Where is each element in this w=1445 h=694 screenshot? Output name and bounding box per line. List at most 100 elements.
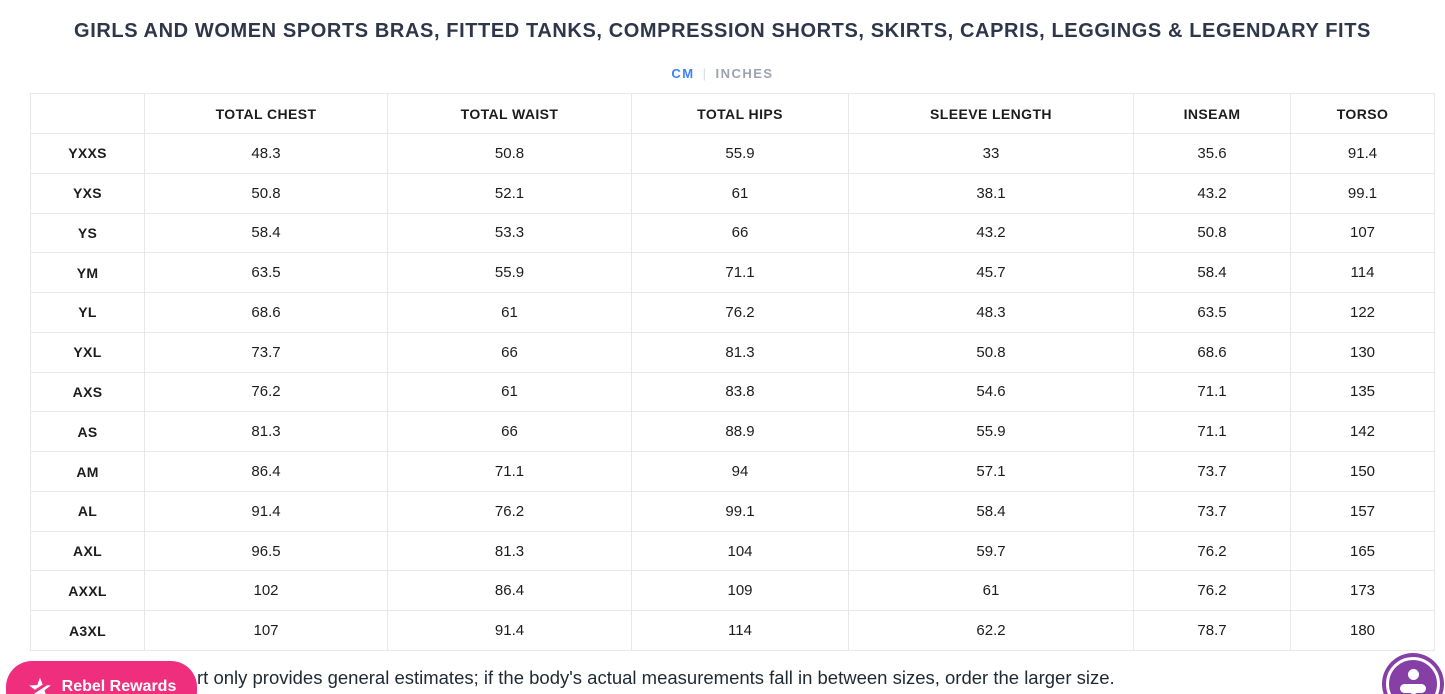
- table-row: AXL 96.5 81.3 104 59.7 76.2 165: [30, 530, 1435, 572]
- measurement-cell: 107: [144, 610, 388, 651]
- accessibility-widget-button[interactable]: [1382, 653, 1444, 694]
- measurement-cell: 62.2: [848, 610, 1134, 651]
- size-label-cell: YXL: [30, 331, 145, 373]
- measurement-cell: 66: [631, 212, 849, 254]
- size-chart: TOTAL CHEST TOTAL WAIST TOTAL HIPS SLEEV…: [30, 93, 1435, 651]
- measurement-cell: 58.4: [848, 490, 1134, 532]
- table-row: YM 63.5 55.9 71.1 45.7 58.4 114: [30, 252, 1435, 294]
- rebel-rewards-button[interactable]: Rebel Rewards: [6, 661, 197, 694]
- rewards-badge-label: Rebel Rewards: [61, 678, 177, 694]
- measurement-cell: 54.6: [848, 371, 1134, 413]
- measurement-cell: 76.2: [387, 490, 632, 532]
- measurement-cell: 86.4: [144, 451, 388, 492]
- table-row: A3XL 107 91.4 114 62.2 78.7 180: [30, 610, 1435, 651]
- measurement-cell: 48.3: [848, 292, 1134, 333]
- measurement-cell: 122: [1290, 292, 1435, 333]
- measurement-cell: 52.1: [387, 172, 632, 214]
- accessibility-person-icon: [1386, 657, 1440, 694]
- measurement-cell: 66: [387, 411, 632, 453]
- measurement-cell: 58.4: [1133, 252, 1291, 294]
- measurement-cell: 68.6: [1133, 331, 1291, 373]
- measurement-cell: 63.5: [1133, 292, 1291, 333]
- size-label-cell: AXL: [30, 530, 145, 572]
- measurement-cell: 91.4: [144, 490, 388, 532]
- measurement-cell: 61: [387, 371, 632, 413]
- size-label-cell: YM: [30, 252, 145, 294]
- column-header-total-waist: TOTAL WAIST: [387, 93, 632, 134]
- measurement-cell: 59.7: [848, 530, 1134, 572]
- measurement-cell: 57.1: [848, 451, 1134, 492]
- size-label-cell: AS: [30, 411, 145, 453]
- measurement-cell: 91.4: [387, 610, 632, 651]
- table-row: YXL 73.7 66 81.3 50.8 68.6 130: [30, 331, 1435, 373]
- measurement-cell: 135: [1290, 371, 1435, 413]
- measurement-cell: 55.9: [387, 252, 632, 294]
- unit-toggle-divider: |: [702, 66, 708, 81]
- measurement-cell: 45.7: [848, 252, 1134, 294]
- size-label-cell: AXS: [30, 371, 145, 413]
- measurement-cell: 48.3: [144, 133, 388, 174]
- measurement-cell: 71.1: [1133, 411, 1291, 453]
- measurement-cell: 157: [1290, 490, 1435, 532]
- table-row: YXS 50.8 52.1 61 38.1 43.2 99.1: [30, 172, 1435, 214]
- measurement-cell: 109: [631, 570, 849, 612]
- measurement-cell: 165: [1290, 530, 1435, 572]
- measurement-cell: 81.3: [144, 411, 388, 453]
- measurement-cell: 66: [387, 331, 632, 373]
- unit-toggle: CM | INCHES: [0, 66, 1445, 81]
- measurement-cell: 50.8: [387, 133, 632, 174]
- measurement-cell: 50.8: [1133, 212, 1291, 254]
- table-row: YS 58.4 53.3 66 43.2 50.8 107: [30, 212, 1435, 254]
- measurement-cell: 61: [631, 172, 849, 214]
- column-header-torso: TORSO: [1290, 93, 1435, 134]
- column-header-total-chest: TOTAL CHEST: [144, 93, 388, 134]
- measurement-cell: 55.9: [848, 411, 1134, 453]
- measurement-cell: 50.8: [144, 172, 388, 214]
- measurement-cell: 61: [387, 292, 632, 333]
- size-chart-disclaimer: rt only provides general estimates; if t…: [197, 667, 1115, 688]
- measurement-cell: 63.5: [144, 252, 388, 294]
- measurement-cell: 96.5: [144, 530, 388, 572]
- table-row: YL 68.6 61 76.2 48.3 63.5 122: [30, 292, 1435, 333]
- measurement-cell: 71.1: [631, 252, 849, 294]
- measurement-cell: 53.3: [387, 212, 632, 254]
- star-icon: [28, 677, 51, 694]
- measurement-cell: 81.3: [631, 331, 849, 373]
- size-label-cell: YS: [30, 212, 145, 254]
- size-label-cell: A3XL: [30, 610, 145, 651]
- unit-inches-button[interactable]: INCHES: [715, 66, 774, 81]
- table-row: AM 86.4 71.1 94 57.1 73.7 150: [30, 451, 1435, 492]
- measurement-cell: 150: [1290, 451, 1435, 492]
- measurement-cell: 76.2: [1133, 570, 1291, 612]
- measurement-cell: 88.9: [631, 411, 849, 453]
- column-header-total-hips: TOTAL HIPS: [631, 93, 849, 134]
- table-row: YXXS 48.3 50.8 55.9 33 35.6 91.4: [30, 133, 1435, 174]
- unit-cm-button[interactable]: CM: [671, 66, 695, 81]
- measurement-cell: 81.3: [387, 530, 632, 572]
- measurement-cell: 99.1: [631, 490, 849, 532]
- size-label-cell: YXS: [30, 172, 145, 214]
- measurement-cell: 78.7: [1133, 610, 1291, 651]
- page-title: GIRLS AND WOMEN SPORTS BRAS, FITTED TANK…: [74, 20, 1371, 42]
- measurement-cell: 76.2: [1133, 530, 1291, 572]
- measurement-cell: 173: [1290, 570, 1435, 612]
- measurement-cell: 43.2: [848, 212, 1134, 254]
- measurement-cell: 50.8: [848, 331, 1134, 373]
- measurement-cell: 73.7: [144, 331, 388, 373]
- table-row: AS 81.3 66 88.9 55.9 71.1 142: [30, 411, 1435, 453]
- measurement-cell: 114: [1290, 252, 1435, 294]
- measurement-cell: 38.1: [848, 172, 1134, 214]
- measurement-cell: 58.4: [144, 212, 388, 254]
- measurement-cell: 180: [1290, 610, 1435, 651]
- measurement-cell: 86.4: [387, 570, 632, 612]
- measurement-cell: 73.7: [1133, 451, 1291, 492]
- table-row: AXXL 102 86.4 109 61 76.2 173: [30, 570, 1435, 612]
- measurement-cell: 55.9: [631, 133, 849, 174]
- column-header-size: [30, 93, 145, 134]
- size-label-cell: YL: [30, 292, 145, 333]
- measurement-cell: 114: [631, 610, 849, 651]
- measurement-cell: 76.2: [144, 371, 388, 413]
- measurement-cell: 83.8: [631, 371, 849, 413]
- measurement-cell: 91.4: [1290, 133, 1435, 174]
- measurement-cell: 94: [631, 451, 849, 492]
